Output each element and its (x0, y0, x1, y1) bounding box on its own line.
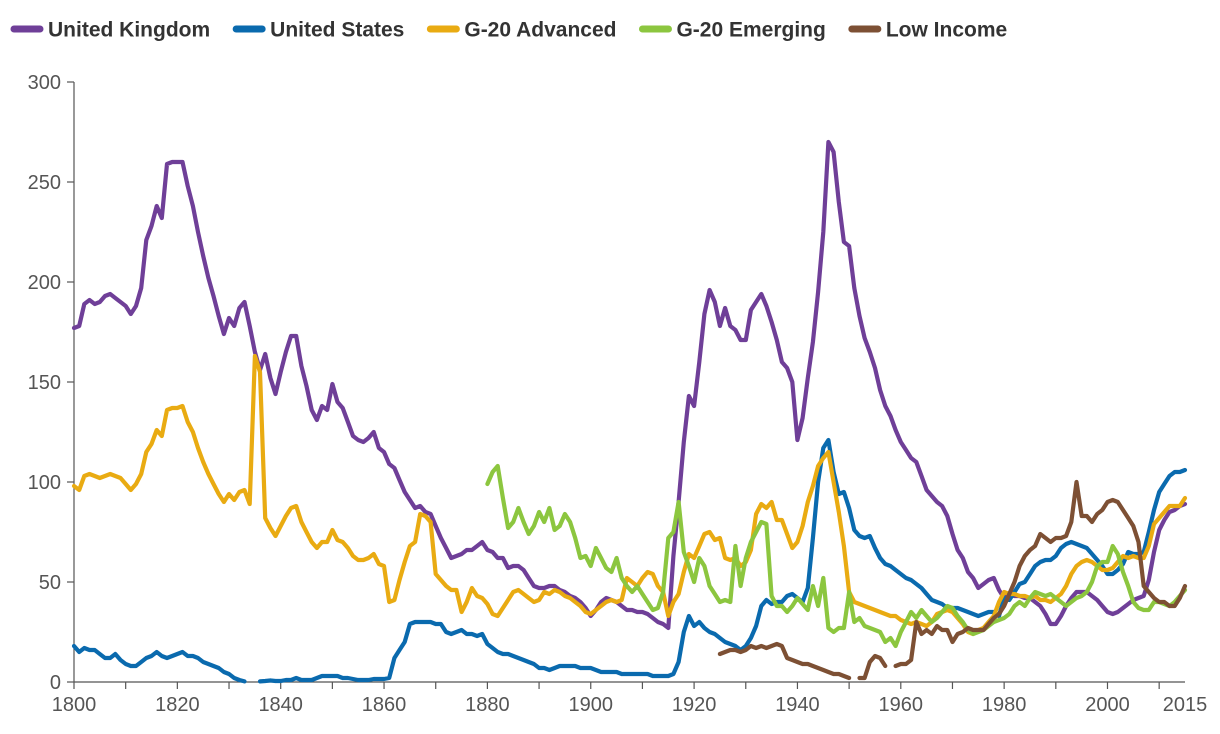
x-tick-label: 1920 (672, 694, 717, 716)
legend-item-g-20-emerging: G-20 Emerging (638, 19, 826, 42)
x-tick-label: 1960 (879, 694, 924, 716)
chart-legend: United Kingdom United States G-20 Advanced… (10, 19, 1007, 42)
legend-label: United States (270, 19, 404, 42)
series-line-low-income (717, 479, 1188, 681)
x-tick-label: 1820 (155, 694, 200, 716)
x-tick-label: 1860 (362, 694, 407, 716)
series-line-g-20-emerging (485, 463, 1188, 649)
series-line-g-20-advanced (71, 353, 1188, 637)
x-tick-label: 2015 (1163, 694, 1208, 716)
legend-label: G-20 Emerging (676, 19, 825, 42)
series-layer (71, 139, 1188, 684)
x-tick-label: 1880 (465, 694, 510, 716)
legend-label: G-20 Advanced (464, 19, 616, 42)
series-line-united-kingdom (71, 139, 1188, 631)
x-tick-label: 1800 (52, 694, 97, 716)
legend-item-united-states: United States (232, 19, 404, 42)
y-tick-label: 200 (28, 272, 61, 294)
y-axis: 0 50 100 150 200 250 300 (28, 72, 75, 694)
legend-item-g-20-advanced: G-20 Advanced (426, 19, 616, 42)
y-tick-label: 50 (39, 572, 61, 594)
y-tick-label: 250 (28, 172, 61, 194)
y-tick-label: 0 (50, 672, 61, 694)
x-tick-label: 1840 (258, 694, 303, 716)
legend-label: Low Income (886, 19, 1007, 42)
legend-label: United Kingdom (48, 19, 210, 42)
series-line-united-states (71, 437, 1188, 684)
x-tick-label: 1900 (568, 694, 613, 716)
legend-item-united-kingdom: United Kingdom (10, 19, 210, 42)
x-tick-label: 1980 (982, 694, 1027, 716)
y-tick-label: 300 (28, 72, 61, 94)
y-tick-label: 100 (28, 472, 61, 494)
y-tick-label: 150 (28, 372, 61, 394)
x-tick-label: 2000 (1085, 694, 1130, 716)
x-axis: 1800 1820 1840 1860 1880 1900 1920 1940 1960 1980… (52, 681, 1208, 716)
legend-item-low-income: Low Income (848, 19, 1007, 42)
x-tick-label: 1940 (775, 694, 820, 716)
